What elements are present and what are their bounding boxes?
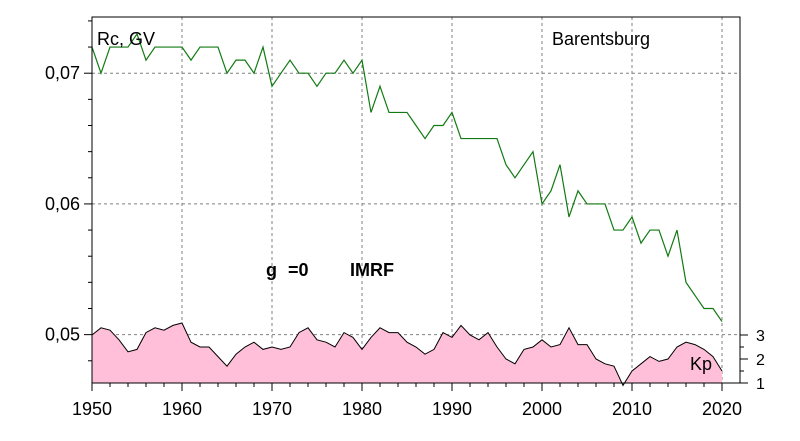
x-tick-label: 1960 bbox=[162, 399, 202, 419]
y-tick-label: 0,07 bbox=[45, 63, 80, 83]
g-value: =0 bbox=[288, 260, 309, 280]
station-annotation: Barentsburg bbox=[552, 29, 650, 49]
model-annotation: IMRF bbox=[350, 260, 394, 280]
kp-layer bbox=[91, 322, 723, 387]
x-tick-label: 2020 bbox=[702, 399, 742, 419]
y-tick-label: 0,05 bbox=[45, 325, 80, 345]
kp-tick-label: 2 bbox=[756, 352, 765, 369]
kp-annotation: Kp bbox=[690, 354, 712, 374]
kp-tick-label: 3 bbox=[756, 328, 765, 345]
grid-layer bbox=[92, 17, 740, 383]
plot-frame bbox=[91, 16, 741, 384]
kp-line bbox=[91, 322, 723, 387]
g-label: g bbox=[266, 260, 277, 280]
labels-layer: 0,05 0,06 0,07 1950 1960 1970 1980 1990 2000 2010… bbox=[45, 63, 765, 419]
x-tick-label: 1950 bbox=[72, 399, 112, 419]
x-tick-label: 1980 bbox=[342, 399, 382, 419]
x-tick-label: 2000 bbox=[522, 399, 562, 419]
kp-area bbox=[92, 323, 722, 386]
rc-line bbox=[91, 32, 723, 322]
ylabel-annotation: Rc, GV bbox=[97, 29, 155, 49]
x-tick-label: 1990 bbox=[432, 399, 472, 419]
x-tick-label: 1970 bbox=[252, 399, 292, 419]
x-tick-label: 2010 bbox=[612, 399, 652, 419]
y-tick-label: 0,06 bbox=[45, 194, 80, 214]
axes-layer bbox=[84, 16, 748, 391]
kp-tick-label: 1 bbox=[756, 376, 765, 393]
rc-layer bbox=[91, 32, 723, 322]
